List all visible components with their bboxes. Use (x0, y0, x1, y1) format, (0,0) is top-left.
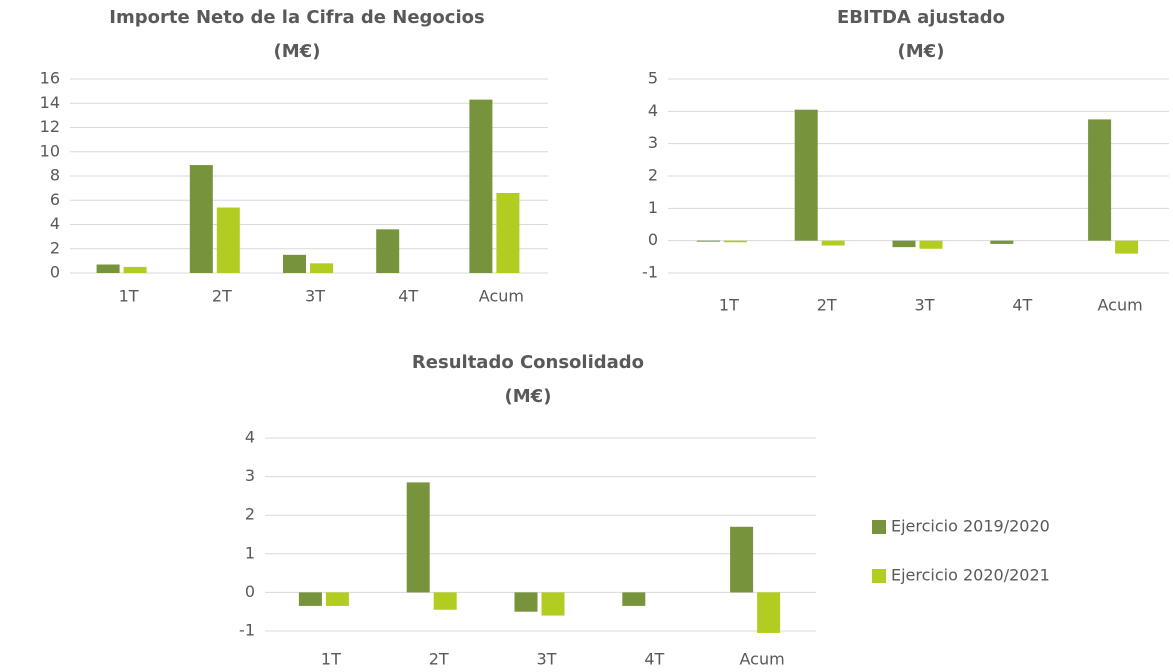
x-tick-label: 3T (915, 296, 935, 315)
y-tick-label: 2 (50, 238, 60, 257)
x-tick-label: 2T (429, 650, 449, 669)
bar (723, 240, 747, 243)
x-tick-label: Acum (740, 650, 785, 669)
x-tick-label: 2T (817, 296, 837, 315)
y-tick-label: 6 (50, 190, 60, 209)
legend-swatch (872, 520, 886, 534)
bar (730, 526, 754, 593)
y-tick-label: 10 (40, 141, 60, 160)
x-tick-label: 1T (321, 650, 341, 669)
bar (123, 266, 147, 273)
y-tick-label: 4 (50, 214, 60, 233)
x-tick-label: 3T (305, 287, 325, 306)
y-tick-label: 3 (245, 466, 255, 485)
y-tick-label: 12 (40, 117, 60, 136)
bar (406, 482, 430, 593)
chart-title: EBITDA ajustado (837, 7, 1005, 28)
y-tick-label: 3 (648, 133, 658, 152)
bar (514, 592, 538, 612)
y-tick-label: 4 (245, 428, 255, 447)
bar (96, 264, 120, 273)
legend-label: Ejercicio 2019/2020 (891, 517, 1050, 536)
bar (298, 592, 322, 606)
bar (696, 240, 720, 242)
bar (283, 254, 306, 273)
x-tick-label: 4T (644, 650, 664, 669)
y-tick-label: 8 (50, 166, 60, 185)
chart-subtitle: (M€) (505, 386, 552, 407)
y-tick-label: 2 (648, 166, 658, 185)
bar (1088, 119, 1112, 241)
bar (919, 240, 943, 249)
x-tick-label: 4T (1012, 296, 1032, 315)
chart-subtitle: (M€) (274, 41, 321, 62)
y-tick-label: -1 (239, 621, 255, 640)
y-tick-label: 16 (40, 69, 60, 88)
y-tick-label: 2 (245, 505, 255, 524)
x-tick-label: 2T (212, 287, 232, 306)
bar (794, 109, 818, 241)
bar (1115, 240, 1139, 254)
x-tick-label: Acum (1098, 296, 1143, 315)
y-tick-label: 14 (40, 93, 60, 112)
bar (189, 165, 213, 273)
chart-title: Importe Neto de la Cifra de Negocios (109, 7, 484, 28)
bar (892, 240, 916, 248)
bar (541, 592, 565, 616)
chart-title: Resultado Consolidado (412, 352, 644, 373)
bar (990, 240, 1014, 244)
y-tick-label: 5 (648, 69, 658, 88)
bar (469, 99, 493, 273)
legend-label: Ejercicio 2020/2021 (891, 566, 1050, 585)
x-tick-label: 3T (537, 650, 557, 669)
y-tick-label: 0 (648, 230, 658, 249)
x-tick-label: 1T (719, 296, 739, 315)
legend-swatch (872, 569, 886, 583)
bar (216, 207, 240, 273)
bar (376, 229, 400, 273)
chart-subtitle: (M€) (898, 41, 945, 62)
x-tick-label: Acum (479, 287, 524, 306)
bar (325, 592, 349, 606)
bar (622, 592, 646, 606)
bar (433, 592, 457, 610)
y-tick-label: -1 (642, 263, 658, 282)
x-tick-label: 1T (119, 287, 139, 306)
bar (310, 263, 333, 273)
y-tick-label: 0 (50, 263, 60, 282)
y-tick-label: 0 (245, 582, 255, 601)
y-tick-label: 4 (648, 101, 658, 120)
y-tick-label: 1 (245, 543, 255, 562)
bar (757, 592, 781, 633)
x-tick-label: 4T (398, 287, 418, 306)
y-tick-label: 1 (648, 198, 658, 217)
bar (821, 240, 845, 246)
bar (496, 192, 520, 273)
